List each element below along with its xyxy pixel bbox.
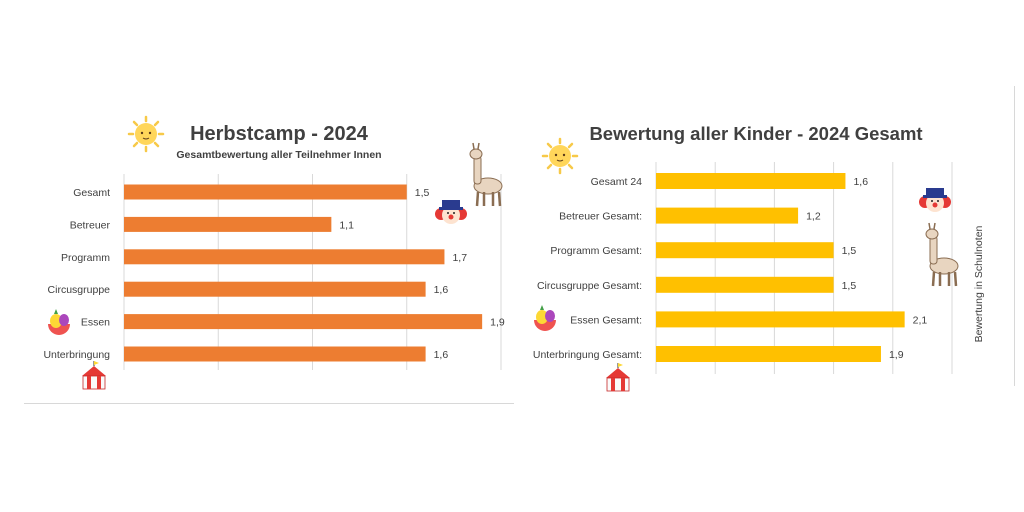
category-label: Betreuer Gesamt: — [559, 211, 642, 223]
fruit-icon — [534, 305, 556, 331]
bewertung-kinder-chart: Bewertung aller Kinder - 2024 Gesamt Bew… — [514, 112, 1016, 404]
data-label: 1,9 — [889, 349, 904, 361]
category-label: Unterbringung — [43, 349, 110, 361]
bar — [656, 311, 905, 328]
bar — [124, 216, 332, 232]
data-label: 1,7 — [452, 252, 467, 264]
gridlines — [655, 162, 953, 374]
chart-subtitle: Gesamtbewertung aller Teilnehmer Innen — [176, 149, 381, 161]
category-label: Programm — [61, 252, 110, 264]
panel-divider-bottom — [24, 403, 514, 404]
bar — [124, 314, 483, 330]
bar — [656, 173, 846, 189]
sun-icon — [127, 115, 165, 153]
data-label: 1,1 — [339, 219, 354, 231]
bar — [656, 207, 799, 224]
bar — [656, 242, 834, 259]
category-label: Gesamt — [73, 187, 110, 199]
category-label: Circusgruppe Gesamt: — [537, 280, 642, 292]
data-label: 1,5 — [415, 187, 430, 199]
gridlines — [123, 174, 502, 370]
category-label: Betreuer — [70, 219, 111, 231]
fruit-icon — [48, 309, 70, 335]
data-label: 1,6 — [434, 349, 449, 361]
bar — [656, 346, 881, 362]
category-label: Essen — [81, 317, 110, 329]
category-label: Programm Gesamt: — [550, 245, 642, 257]
circus-tent-icon — [82, 361, 106, 390]
category-label: Circusgruppe — [48, 284, 111, 296]
bar — [124, 249, 445, 265]
llama-icon — [469, 142, 503, 207]
category-label: Essen Gesamt: — [570, 314, 642, 326]
clown-icon — [919, 188, 951, 212]
data-label: 1,2 — [806, 211, 821, 223]
category-label: Unterbringung Gesamt: — [533, 349, 642, 361]
axis-title: Bewertung in Schulnoten — [973, 225, 985, 342]
panel-divider-right — [1014, 86, 1015, 386]
bar — [124, 346, 426, 362]
chart-title: Herbstcamp - 2024 — [190, 123, 369, 145]
herbstcamp-chart: Herbstcamp - 2024 Gesamtbewertung aller … — [24, 112, 514, 404]
chart-title: Bewertung aller Kinder - 2024 Gesamt — [589, 123, 922, 144]
llama-icon — [925, 222, 959, 287]
data-label: 1,5 — [842, 245, 857, 257]
data-label: 2,1 — [913, 314, 928, 326]
clown-icon — [435, 200, 467, 224]
bar — [656, 276, 834, 293]
bars: Gesamt 24 1,6 Betreuer Gesamt: 1,2 Programm … — [533, 173, 928, 362]
bar — [124, 281, 426, 297]
sun-icon — [541, 137, 579, 175]
circus-tent-icon — [606, 363, 630, 392]
data-label: 1,5 — [842, 280, 857, 292]
bars: Gesamt 1,5 Betreuer 1,1 Programm 1,7 Circusgru… — [43, 184, 505, 362]
data-label: 1,6 — [853, 176, 868, 188]
category-label: Gesamt 24 — [591, 176, 643, 188]
bar — [124, 184, 407, 200]
data-label: 1,9 — [490, 317, 505, 329]
bewertung-kinder-chart-svg: Bewertung aller Kinder - 2024 Gesamt Bew… — [533, 123, 985, 392]
data-label: 1,6 — [434, 284, 449, 296]
herbstcamp-chart-svg: Herbstcamp - 2024 Gesamtbewertung aller … — [43, 115, 505, 390]
